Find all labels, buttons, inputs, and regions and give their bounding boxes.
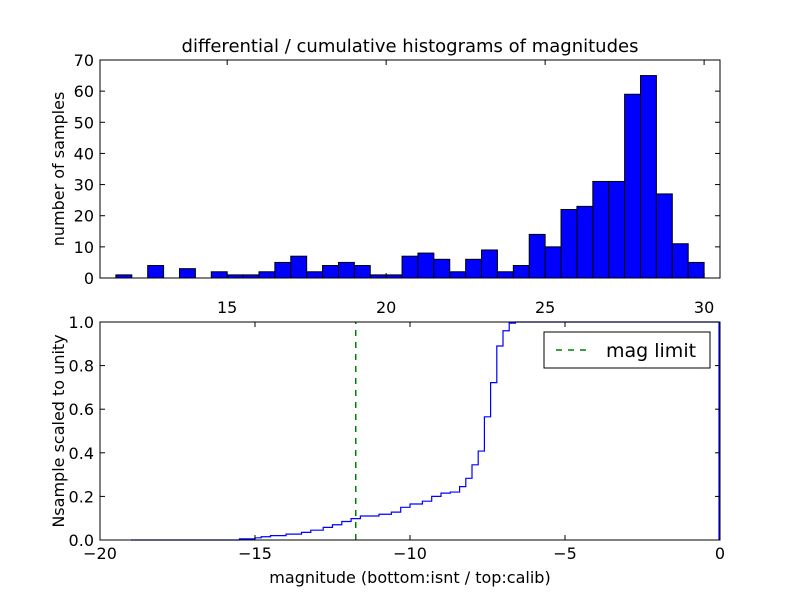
y-tick-label: 20 [74, 207, 94, 226]
y-tick-label: 30 [74, 176, 94, 195]
y-tick-label: 0.8 [69, 357, 94, 376]
y-tick-label: 0.4 [69, 444, 94, 463]
y-tick-label: 70 [74, 51, 94, 70]
x-tick-label: −10 [393, 544, 427, 563]
x-tick-label: 30 [694, 298, 714, 317]
histogram-bars [115, 75, 705, 279]
histogram-bar [671, 243, 689, 279]
cumulative-panel: −20 −15 −10 −5 0 0.0 0.2 0.4 0.6 0.8 1.0 magnitud… [49, 313, 725, 587]
x-tick-label: 20 [376, 298, 396, 317]
histogram-bar [210, 271, 228, 279]
histogram-bar [353, 265, 371, 279]
histogram-bar [592, 180, 610, 279]
chart-title: differential / cumulative histograms of … [182, 36, 639, 57]
histogram-bar [401, 255, 419, 279]
histogram-panel: differential / cumulative histograms of … [49, 36, 721, 317]
x-tick-label: −20 [83, 544, 117, 563]
cumulative-y-ticks: 0.0 0.2 0.4 0.6 0.8 1.0 [69, 313, 720, 550]
histogram-bar [274, 261, 292, 279]
x-tick-label: −5 [553, 544, 577, 563]
y-tick-label: 60 [74, 82, 94, 101]
histogram-bar [544, 246, 562, 279]
x-tick-label: −15 [238, 544, 272, 563]
cumulative-lines [131, 321, 720, 541]
histogram-bar [640, 75, 657, 279]
histogram-bar [258, 271, 276, 279]
histogram-bar [449, 271, 467, 279]
cumulative-y-axis-label: Nsample scaled to unity [49, 334, 68, 527]
y-tick-label: 0 [84, 269, 94, 288]
histogram-bar [433, 258, 451, 279]
y-tick-label: 1.0 [69, 313, 94, 332]
histogram-bar [465, 258, 483, 279]
y-tick-label: 50 [74, 113, 94, 132]
cumulative-x-axis-label: magnitude (bottom:isnt / top:calib) [269, 568, 550, 587]
histogram-bar [512, 265, 530, 279]
histogram-bar [147, 265, 165, 279]
histogram-bar [322, 265, 339, 279]
y-tick-label: 0.0 [69, 531, 94, 550]
y-tick-label: 0.2 [69, 487, 94, 506]
y-tick-label: 10 [74, 238, 94, 257]
histogram-bar [655, 193, 673, 279]
histogram-y-axis-label: number of samples [49, 92, 68, 247]
cumulative-step-line [131, 321, 719, 541]
histogram-bar [178, 268, 196, 279]
histogram-bar [496, 271, 514, 279]
histogram-y-ticks: 0 10 20 30 40 50 60 70 [74, 51, 720, 288]
histogram-x-ticks: 15 20 25 30 [217, 60, 714, 317]
x-tick-label: 0 [715, 544, 725, 563]
histogram-bar [560, 208, 578, 279]
histogram-bar [608, 180, 626, 279]
legend: mag limit [543, 331, 711, 369]
histogram-bar [417, 252, 435, 279]
y-tick-label: 0.6 [69, 400, 94, 419]
histogram-bar [687, 261, 705, 279]
histogram-bar [337, 261, 355, 279]
histogram-bar [290, 255, 308, 279]
histogram-bar [576, 205, 594, 279]
x-tick-label: 25 [535, 298, 555, 317]
histogram-axes-frame [99, 59, 721, 279]
histogram-bar [624, 93, 642, 279]
x-tick-label: 15 [217, 298, 237, 317]
histogram-bar [528, 233, 546, 279]
cumulative-x-ticks: −20 −15 −10 −5 0 [83, 322, 725, 563]
legend-label-mag-limit: mag limit [606, 340, 696, 362]
histogram-bar [306, 271, 324, 279]
histogram-bar [481, 249, 498, 279]
y-tick-label: 40 [74, 144, 94, 163]
